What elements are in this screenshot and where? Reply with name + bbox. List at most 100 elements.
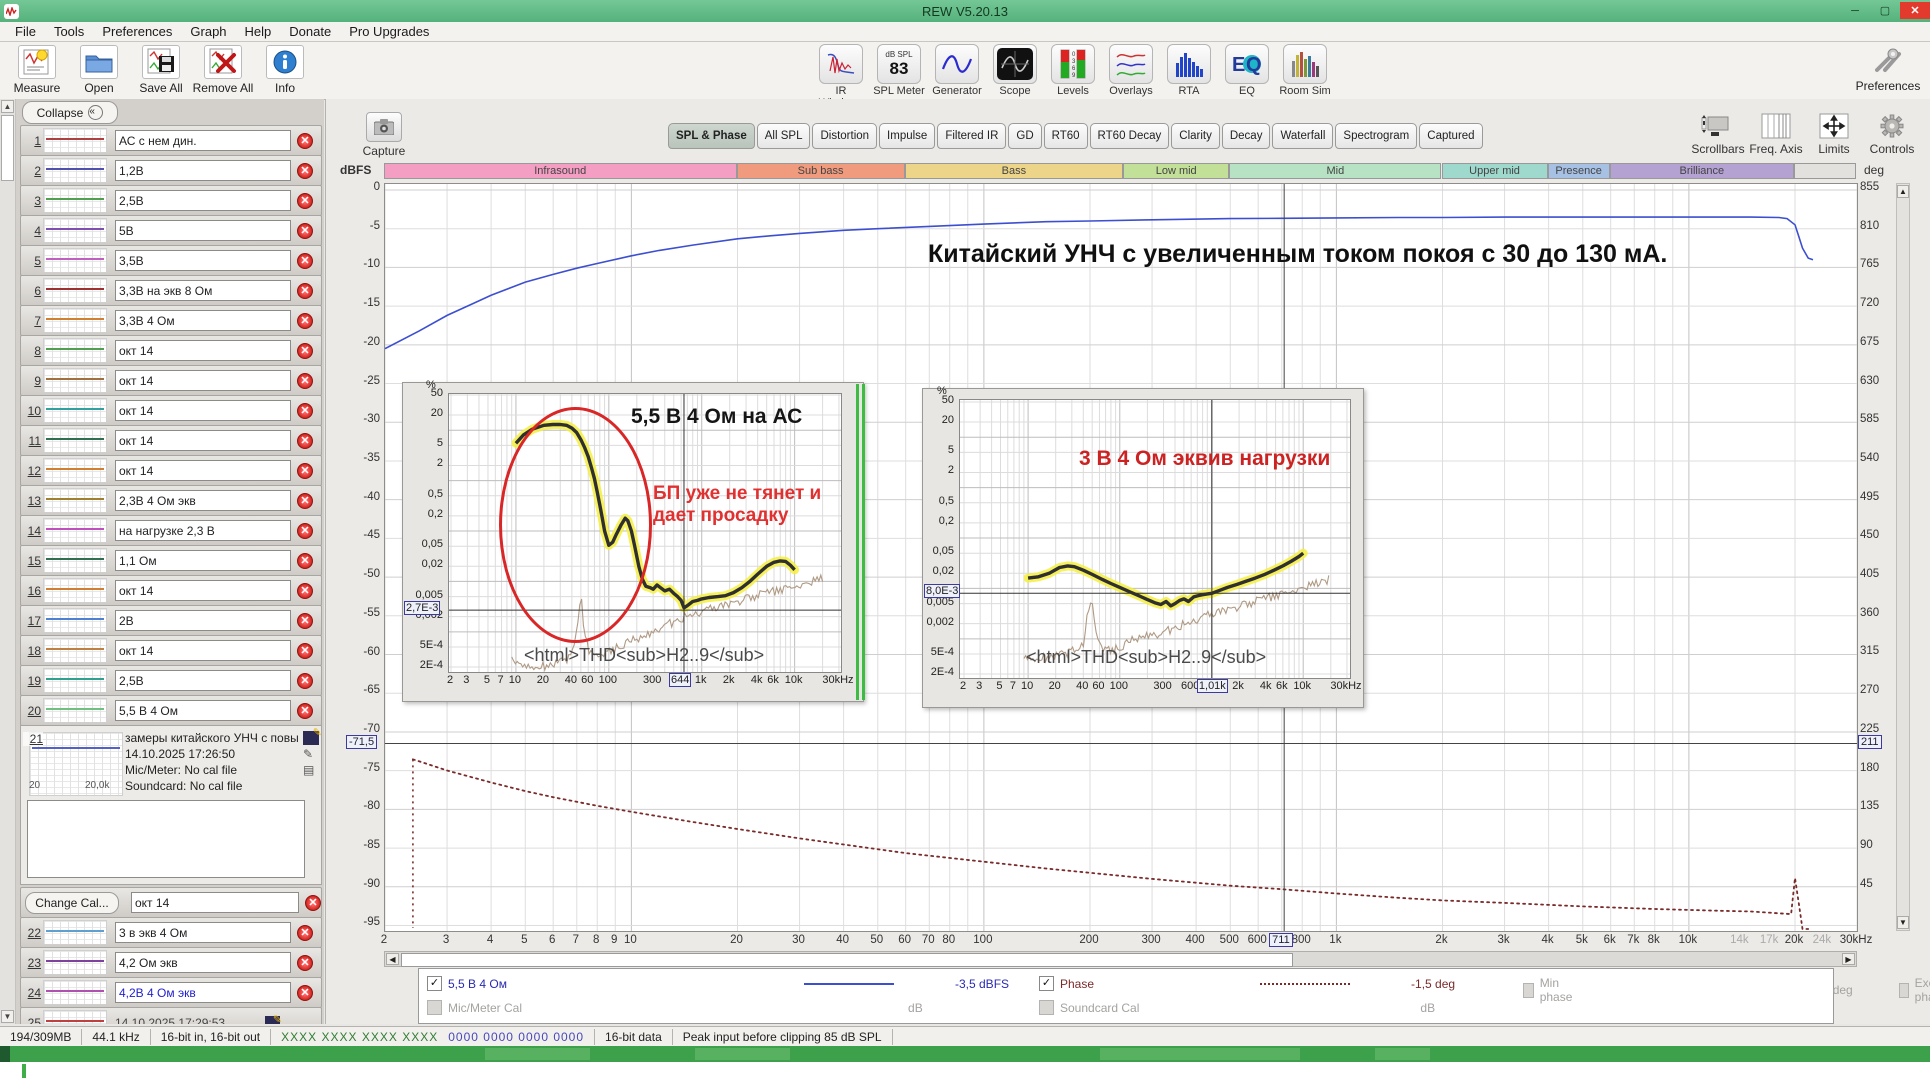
- measurement-row-2[interactable]: 2 1,2В ✕: [20, 155, 322, 186]
- delete-measurement-icon[interactable]: ✕: [297, 462, 313, 479]
- measurement-name-field[interactable]: 3,5В: [115, 250, 291, 271]
- delete-measurement-icon[interactable]: ✕: [297, 162, 313, 179]
- measurement-name-field[interactable]: 2,5В: [115, 190, 291, 211]
- measurement-name-field[interactable]: окт 14: [115, 580, 291, 601]
- tab-distortion[interactable]: Distortion: [812, 123, 878, 149]
- tab-rt60-decay[interactable]: RT60 Decay: [1089, 123, 1170, 149]
- measurement-name-field[interactable]: окт 14: [131, 892, 299, 913]
- measure-button[interactable]: Measure: [6, 45, 68, 95]
- measurement-row-22[interactable]: 22 3 в экв 4 Ом ✕: [20, 917, 322, 948]
- scrollbars-button[interactable]: Scrollbars: [1690, 112, 1746, 156]
- graph-vertical-scrollbar[interactable]: ▲ ▼: [1896, 183, 1910, 931]
- spl-meter-button[interactable]: dB SPL 83 SPL Meter: [870, 44, 928, 97]
- measurement-row-24[interactable]: 24 4,2В 4 Ом экв ✕: [20, 977, 322, 1008]
- measurement-name-field[interactable]: окт 14: [115, 460, 291, 481]
- measurement-row-20[interactable]: 20 5,5 В 4 Ом ✕: [20, 695, 322, 726]
- measurement-row-5[interactable]: 5 3,5В ✕: [20, 245, 322, 276]
- delete-measurement-icon[interactable]: ✕: [297, 432, 313, 449]
- measurement-row-8[interactable]: 8 окт 14 ✕: [20, 335, 322, 366]
- scrollbar-thumb[interactable]: [401, 953, 1293, 967]
- measurement-row-9[interactable]: 9 окт 14 ✕: [20, 365, 322, 396]
- measurement-name-field[interactable]: окт 14: [115, 370, 291, 391]
- delete-measurement-icon[interactable]: ✕: [297, 312, 313, 329]
- measurement-row-12[interactable]: 12 окт 14 ✕: [20, 455, 322, 486]
- measurement-name-field[interactable]: 1,2В: [115, 160, 291, 181]
- delete-measurement-icon[interactable]: ✕: [297, 924, 313, 941]
- measurement-row-17[interactable]: 17 2В ✕: [20, 605, 322, 636]
- delete-measurement-icon[interactable]: ✕: [305, 894, 321, 911]
- tab-captured[interactable]: Captured: [1419, 123, 1483, 149]
- legend-checkbox[interactable]: [1523, 982, 1534, 998]
- measurement-row-3[interactable]: 3 2,5В ✕: [20, 185, 322, 216]
- delete-measurement-icon[interactable]: ✕: [297, 702, 313, 719]
- menu-item-preferences[interactable]: Preferences: [102, 24, 173, 39]
- measurement-name-field[interactable]: 5,5 В 4 Ом: [115, 700, 291, 721]
- delete-measurement-icon[interactable]: ✕: [297, 522, 313, 539]
- measurement-row-1[interactable]: 1 АС с нем дин. ✕: [20, 125, 322, 156]
- maximize-button[interactable]: ▢: [1879, 5, 1891, 17]
- change-cal-button[interactable]: Change Cal...: [25, 891, 119, 914]
- measurement-name-field[interactable]: 1,1 Ом: [115, 550, 291, 571]
- delete-measurement-icon[interactable]: ✕: [297, 372, 313, 389]
- legend-checkbox[interactable]: [427, 1000, 442, 1015]
- tab-all-spl[interactable]: All SPL: [756, 123, 811, 149]
- rta-button[interactable]: RTA: [1160, 44, 1218, 97]
- scroll-right-icon[interactable]: ▶: [1842, 953, 1855, 965]
- legend-checkbox[interactable]: ✓: [1039, 976, 1054, 991]
- measurement-name-field[interactable]: 2,5В: [115, 670, 291, 691]
- delete-measurement-icon[interactable]: ✕: [297, 192, 313, 209]
- menu-item-graph[interactable]: Graph: [190, 24, 227, 39]
- measurement-name-field[interactable]: 2,3В 4 Ом экв: [115, 490, 291, 511]
- tab-spectrogram[interactable]: Spectrogram: [1335, 123, 1418, 149]
- delete-measurement-icon[interactable]: ✕: [297, 222, 313, 239]
- collapse-button[interactable]: Collapse «: [22, 101, 118, 124]
- measurement-row-14[interactable]: 14 на нагрузке 2,3 В ✕: [20, 515, 322, 546]
- close-button[interactable]: ✕: [1900, 2, 1930, 19]
- delete-measurement-icon[interactable]: ✕: [297, 582, 313, 599]
- tab-decay[interactable]: Decay: [1221, 123, 1271, 149]
- legend-checkbox[interactable]: ✓: [427, 976, 442, 991]
- menu-item-pro-upgrades[interactable]: Pro Upgrades: [349, 24, 430, 39]
- scroll-up-icon[interactable]: ▲: [1, 100, 14, 113]
- remove-all-button[interactable]: Remove All: [192, 45, 254, 95]
- tab-filtered-ir[interactable]: Filtered IR: [937, 123, 1007, 149]
- measurement-name-field[interactable]: 4,2В 4 Ом экв: [115, 982, 291, 1003]
- delete-measurement-icon[interactable]: ✕: [297, 552, 313, 569]
- measurement-row-13[interactable]: 13 2,3В 4 Ом экв ✕: [20, 485, 322, 516]
- measurement-row-19[interactable]: 19 2,5В ✕: [20, 665, 322, 696]
- scroll-down-icon[interactable]: ▼: [1, 1010, 14, 1023]
- menu-item-file[interactable]: File: [15, 24, 36, 39]
- tab-waterfall[interactable]: Waterfall: [1272, 123, 1334, 149]
- delete-measurement-icon[interactable]: ✕: [297, 492, 313, 509]
- preferences-button[interactable]: Preferences: [1852, 45, 1924, 93]
- measurement-name-field[interactable]: 2В: [115, 610, 291, 631]
- measurement-name-field[interactable]: окт 14: [115, 400, 291, 421]
- freq-axis-button[interactable]: Freq. Axis: [1748, 112, 1804, 156]
- notes-icon[interactable]: ▤: [303, 763, 315, 777]
- selected-measurement-panel[interactable]: 21 20 20,0k замеры китайского УНЧ с повы 14.…: [20, 725, 322, 885]
- scroll-down-icon[interactable]: ▼: [1897, 916, 1909, 929]
- sidebar-scrollbar[interactable]: ▲ ▼: [0, 99, 16, 1024]
- menu-item-tools[interactable]: Tools: [53, 24, 85, 39]
- measurement-row-23[interactable]: 23 4,2 Ом экв ✕: [20, 947, 322, 978]
- delete-measurement-icon[interactable]: ✕: [297, 282, 313, 299]
- measurement-name-field[interactable]: окт 14: [115, 640, 291, 661]
- freq-scrollbar[interactable]: ◀ ▶: [384, 951, 1857, 967]
- measurement-row-10[interactable]: 10 окт 14 ✕: [20, 395, 322, 426]
- scope-button[interactable]: Scope: [986, 44, 1044, 97]
- delete-measurement-icon[interactable]: ✕: [297, 984, 313, 1001]
- notes-box[interactable]: [27, 800, 305, 878]
- tab-rt60[interactable]: RT60: [1043, 123, 1088, 149]
- measurement-row-16[interactable]: 16 окт 14 ✕: [20, 575, 322, 606]
- measurement-row-18[interactable]: 18 окт 14 ✕: [20, 635, 322, 666]
- measurement-row-6[interactable]: 6 3,3В на экв 8 Ом ✕: [20, 275, 322, 306]
- levels-button[interactable]: 0 3 6 9 Levels: [1044, 44, 1102, 97]
- scroll-up-icon[interactable]: ▲: [1897, 185, 1909, 198]
- capture-button[interactable]: Capture: [352, 112, 416, 158]
- eq-button[interactable]: E Q EQ: [1218, 44, 1276, 97]
- tab-impulse[interactable]: Impulse: [879, 123, 936, 149]
- tab-gd[interactable]: GD: [1008, 123, 1042, 149]
- measurement-name-field[interactable]: АС с нем дин.: [115, 130, 291, 151]
- delete-measurement-icon[interactable]: ✕: [297, 132, 313, 149]
- legend-checkbox[interactable]: [1039, 1000, 1054, 1015]
